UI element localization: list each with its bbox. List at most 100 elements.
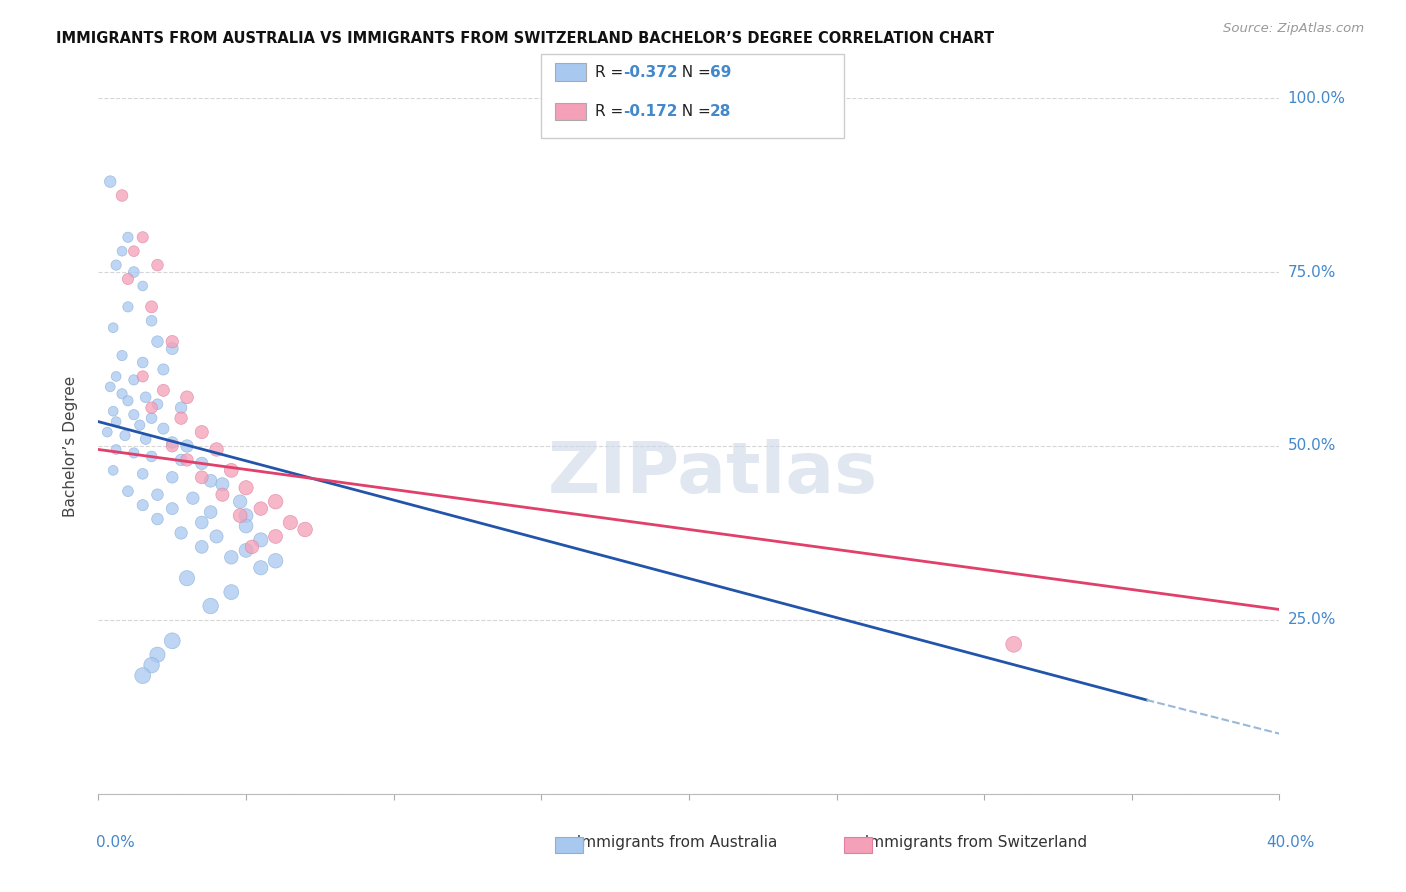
Point: [191, 516, 214, 530]
Text: N =: N =: [672, 65, 716, 79]
Point: [122, 265, 145, 279]
Text: Immigrants from Switzerland: Immigrants from Switzerland: [855, 836, 1087, 850]
Text: Source: ZipAtlas.com: Source: ZipAtlas.com: [1223, 22, 1364, 36]
Text: Immigrants from Australia: Immigrants from Australia: [567, 836, 778, 850]
Point: [122, 244, 145, 259]
Point: [176, 439, 198, 453]
Point: [1002, 637, 1025, 651]
Point: [105, 415, 128, 429]
Point: [181, 491, 204, 505]
Point: [240, 540, 263, 554]
Point: [162, 342, 183, 356]
Point: [200, 505, 222, 519]
Point: [170, 411, 193, 425]
Point: [219, 585, 242, 599]
Text: R =: R =: [595, 65, 628, 79]
Y-axis label: Bachelor’s Degree: Bachelor’s Degree: [63, 376, 77, 516]
Point: [250, 501, 273, 516]
Point: [250, 533, 273, 547]
Point: [235, 481, 257, 495]
Point: [103, 320, 125, 334]
Point: [152, 422, 174, 436]
Point: [235, 519, 257, 533]
Point: [152, 384, 174, 398]
Point: [235, 543, 257, 558]
Text: 50.0%: 50.0%: [1288, 439, 1336, 453]
Point: [250, 561, 273, 575]
Point: [211, 477, 233, 491]
Point: [176, 390, 198, 404]
Point: [170, 526, 193, 541]
Point: [105, 442, 128, 457]
Point: [205, 529, 228, 543]
Point: [146, 397, 169, 411]
Point: [114, 428, 136, 442]
Point: [191, 425, 214, 439]
Point: [132, 369, 155, 384]
Point: [103, 404, 125, 418]
Point: [170, 401, 193, 415]
Point: [117, 230, 139, 244]
Point: [135, 432, 157, 446]
Point: [170, 453, 193, 467]
Point: [98, 380, 121, 394]
Text: 100.0%: 100.0%: [1288, 91, 1346, 105]
Point: [117, 300, 139, 314]
Point: [211, 488, 233, 502]
Point: [152, 362, 174, 376]
Point: [117, 272, 139, 286]
Point: [146, 334, 169, 349]
Point: [205, 442, 228, 457]
Text: 75.0%: 75.0%: [1288, 265, 1336, 279]
Point: [141, 411, 163, 425]
Point: [122, 446, 145, 460]
Point: [132, 355, 155, 369]
Point: [219, 550, 242, 565]
Point: [111, 188, 134, 202]
Point: [141, 658, 163, 673]
Point: [146, 512, 169, 526]
Point: [176, 571, 198, 585]
Text: 28: 28: [710, 104, 731, 119]
Point: [191, 457, 214, 471]
Text: 69: 69: [710, 65, 731, 79]
Point: [162, 435, 183, 450]
Point: [135, 390, 157, 404]
Point: [200, 599, 222, 613]
Text: -0.372: -0.372: [623, 65, 678, 79]
Point: [111, 349, 134, 363]
Point: [264, 494, 287, 508]
Point: [117, 393, 139, 408]
Point: [141, 401, 163, 415]
Text: 40.0%: 40.0%: [1267, 836, 1315, 850]
Point: [162, 470, 183, 484]
Point: [132, 230, 155, 244]
Text: -0.172: -0.172: [623, 104, 678, 119]
Point: [235, 508, 257, 523]
Point: [132, 467, 155, 481]
Point: [111, 244, 134, 259]
Point: [264, 529, 287, 543]
Point: [141, 314, 163, 328]
Point: [105, 369, 128, 384]
Point: [146, 648, 169, 662]
Point: [96, 425, 118, 439]
Point: [111, 387, 134, 401]
Text: 25.0%: 25.0%: [1288, 613, 1336, 627]
Point: [98, 175, 121, 189]
Point: [229, 508, 252, 523]
Point: [294, 523, 316, 537]
Point: [141, 450, 163, 464]
Point: [264, 554, 287, 568]
Point: [132, 668, 155, 682]
Text: R =: R =: [595, 104, 628, 119]
Point: [162, 501, 183, 516]
Point: [122, 408, 145, 422]
Point: [146, 258, 169, 272]
Point: [176, 453, 198, 467]
Text: ZIPatlas: ZIPatlas: [547, 440, 877, 508]
Point: [122, 373, 145, 387]
Point: [219, 463, 242, 477]
Point: [191, 540, 214, 554]
Point: [229, 494, 252, 508]
